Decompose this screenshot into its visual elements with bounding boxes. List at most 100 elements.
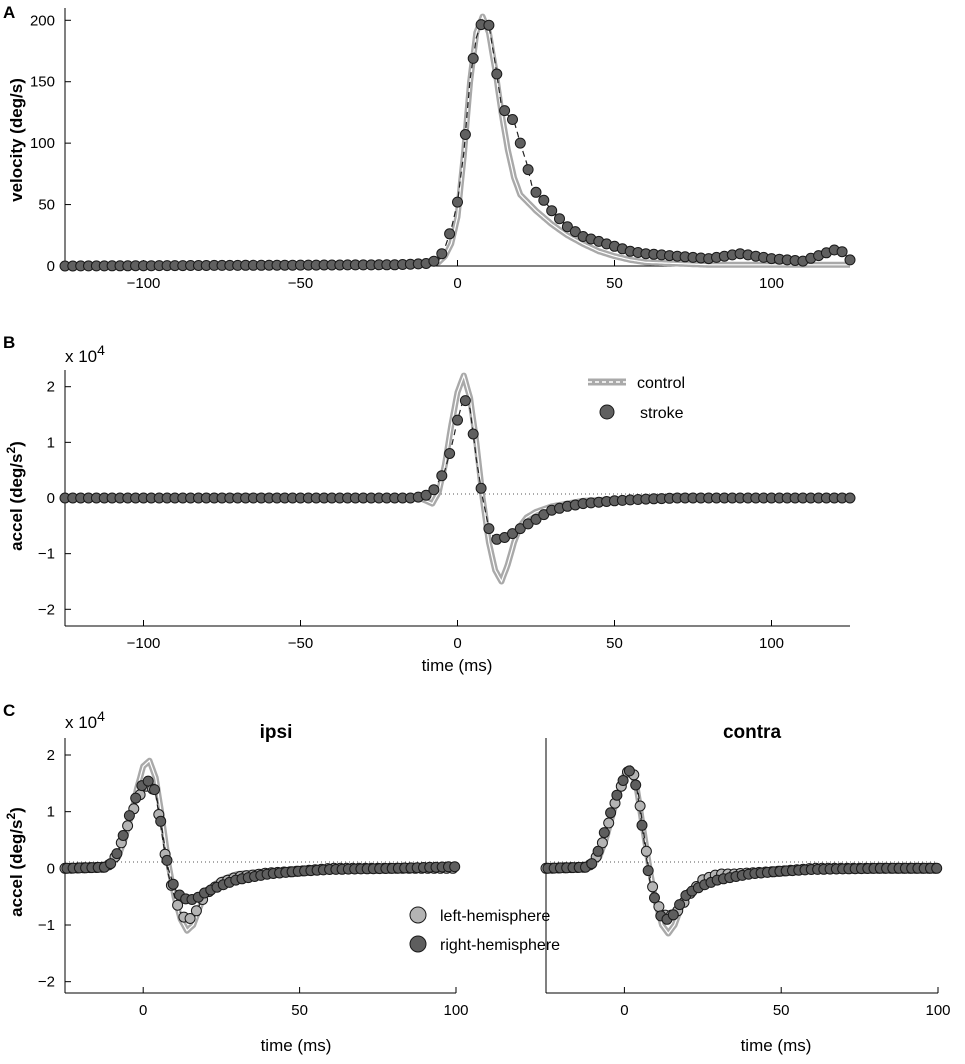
right-hemisphere-point [642,865,654,877]
panel-c-contra-data [540,764,943,937]
stroke-point [844,492,856,504]
panel-a-data [59,13,856,272]
x-tick-label: 0 [453,275,461,292]
left-hemisphere-point [190,905,202,917]
stroke-point [420,489,432,501]
x-tick-label: −100 [127,635,161,652]
left-hemisphere-point [596,837,608,849]
panel-c-ipsi-title: ipsi [260,722,293,743]
panel-b-ticks: −100 −50 0 50 100 −2 −1 0 1 2 [38,379,784,652]
left-hemisphere-point [603,817,615,829]
y-tick-label: −2 [38,601,55,618]
x-tick-label: 0 [453,635,461,652]
stroke-point [530,186,542,198]
right-hemisphere-point [667,909,679,921]
control-series-line [63,372,852,585]
x-tick-label: 0 [139,1002,147,1019]
stroke-point [428,255,440,267]
right-hemisphere-point [611,789,623,801]
right-hemisphere-point [105,858,117,870]
panel-c-ipsi-data [59,757,461,934]
right-hemisphere-point [167,878,179,890]
panel-c-ylabel: accel (deg/s2) [4,807,26,917]
left-hemisphere-point [647,881,659,893]
panel-b-multiplier: x 104 [65,342,105,366]
x-tick-label: 100 [759,275,784,292]
panel-letter-a: A [3,3,15,22]
right-hemisphere-point [598,827,610,839]
stroke-point [507,528,518,540]
panel-a-ticks: −100 −50 0 50 100 0 50 100 150 200 [30,12,784,292]
stroke-point [844,254,856,266]
panel-letter-b: B [3,333,15,352]
panel-c-ipsi-ticks: 0 50 100 −2 −1 0 1 2 [38,747,469,1019]
panel-b-ylabel: accel (deg/s2) [4,441,26,551]
right-hemisphere-point [630,779,642,791]
panel-letter-c: C [3,701,15,720]
stroke-point [452,196,463,208]
stroke-point [452,414,463,426]
right-hemisphere-point [123,810,135,822]
stroke-point [522,164,534,176]
control-series-line [63,13,852,269]
right-hemisphere-point [605,807,617,819]
right-hemisphere-point [586,858,598,870]
right-hemisphere-point [636,819,648,831]
stroke-point [561,221,573,233]
x-tick-label: 0 [620,1002,628,1019]
panel-c-ipsi-xlabel: time (ms) [261,1036,332,1055]
right-hemisphere-point [649,892,660,904]
left-hemisphere-point [172,899,184,911]
right-hemisphere-point [161,854,173,866]
y-tick-label: 50 [38,197,55,214]
y-tick-label: 1 [47,434,55,451]
stroke-point [538,194,550,206]
stroke-point [444,228,456,240]
y-tick-label: 150 [30,74,55,91]
right-hemisphere-point [117,830,129,841]
x-tick-label: 50 [606,635,623,652]
x-tick-label: 50 [606,275,623,292]
stroke-point [467,52,479,64]
legend-left-hemisphere-label: left-hemisphere [440,908,550,925]
stroke-point [499,105,511,117]
stroke-point [546,205,558,217]
legend-right-hemisphere-marker [409,935,427,953]
right-hemisphere-point [155,815,167,827]
panel-c-contra-title: contra [723,722,782,743]
stroke-point [507,114,518,125]
x-tick-label: −100 [127,275,161,292]
y-tick-label: 1 [47,804,55,821]
right-hemisphere-point [130,792,142,804]
stroke-point [459,395,471,407]
x-tick-label: −50 [288,275,313,292]
stroke-point [444,448,456,459]
legend-stroke-marker [599,404,615,420]
panel-a-velocity: −100 −50 0 50 100 0 50 100 150 200 [30,8,856,292]
control-series-center [546,768,938,935]
legend-control-label: control [637,375,685,392]
stroke-point [483,523,495,535]
stroke-point [491,68,503,80]
control-series-line [544,766,940,937]
right-hemisphere-point [592,845,604,857]
panel-c-contra: 0 50 100 [540,738,951,1019]
y-tick-label: −1 [38,917,55,934]
y-tick-label: 0 [47,490,55,507]
stroke-point [436,248,448,260]
left-hemisphere-point [122,820,134,832]
stroke-point [483,19,495,31]
panel-c-contra-xlabel: time (ms) [741,1036,812,1055]
x-tick-label: 50 [291,1002,308,1019]
x-tick-label: 100 [443,1002,468,1019]
y-tick-label: 2 [47,379,55,396]
stroke-point [530,513,542,525]
legend-stroke-label: stroke [640,405,684,422]
x-tick-label: 100 [925,1002,950,1019]
x-tick-label: 100 [759,635,784,652]
left-hemisphere-series-line [65,782,456,922]
right-hemisphere-point [931,862,943,874]
panel-b-legend: control stroke [588,375,685,422]
x-tick-label: −50 [288,635,313,652]
